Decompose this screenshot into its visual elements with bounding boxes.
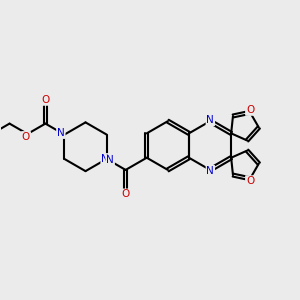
Text: N: N: [101, 154, 109, 164]
Text: O: O: [246, 105, 254, 115]
Text: N: N: [57, 128, 65, 138]
Text: O: O: [41, 95, 50, 105]
Text: O: O: [22, 132, 30, 142]
Text: N: N: [206, 166, 214, 176]
Text: O: O: [246, 176, 254, 186]
Text: N: N: [206, 115, 214, 125]
Text: O: O: [122, 189, 130, 199]
Text: N: N: [106, 155, 114, 165]
